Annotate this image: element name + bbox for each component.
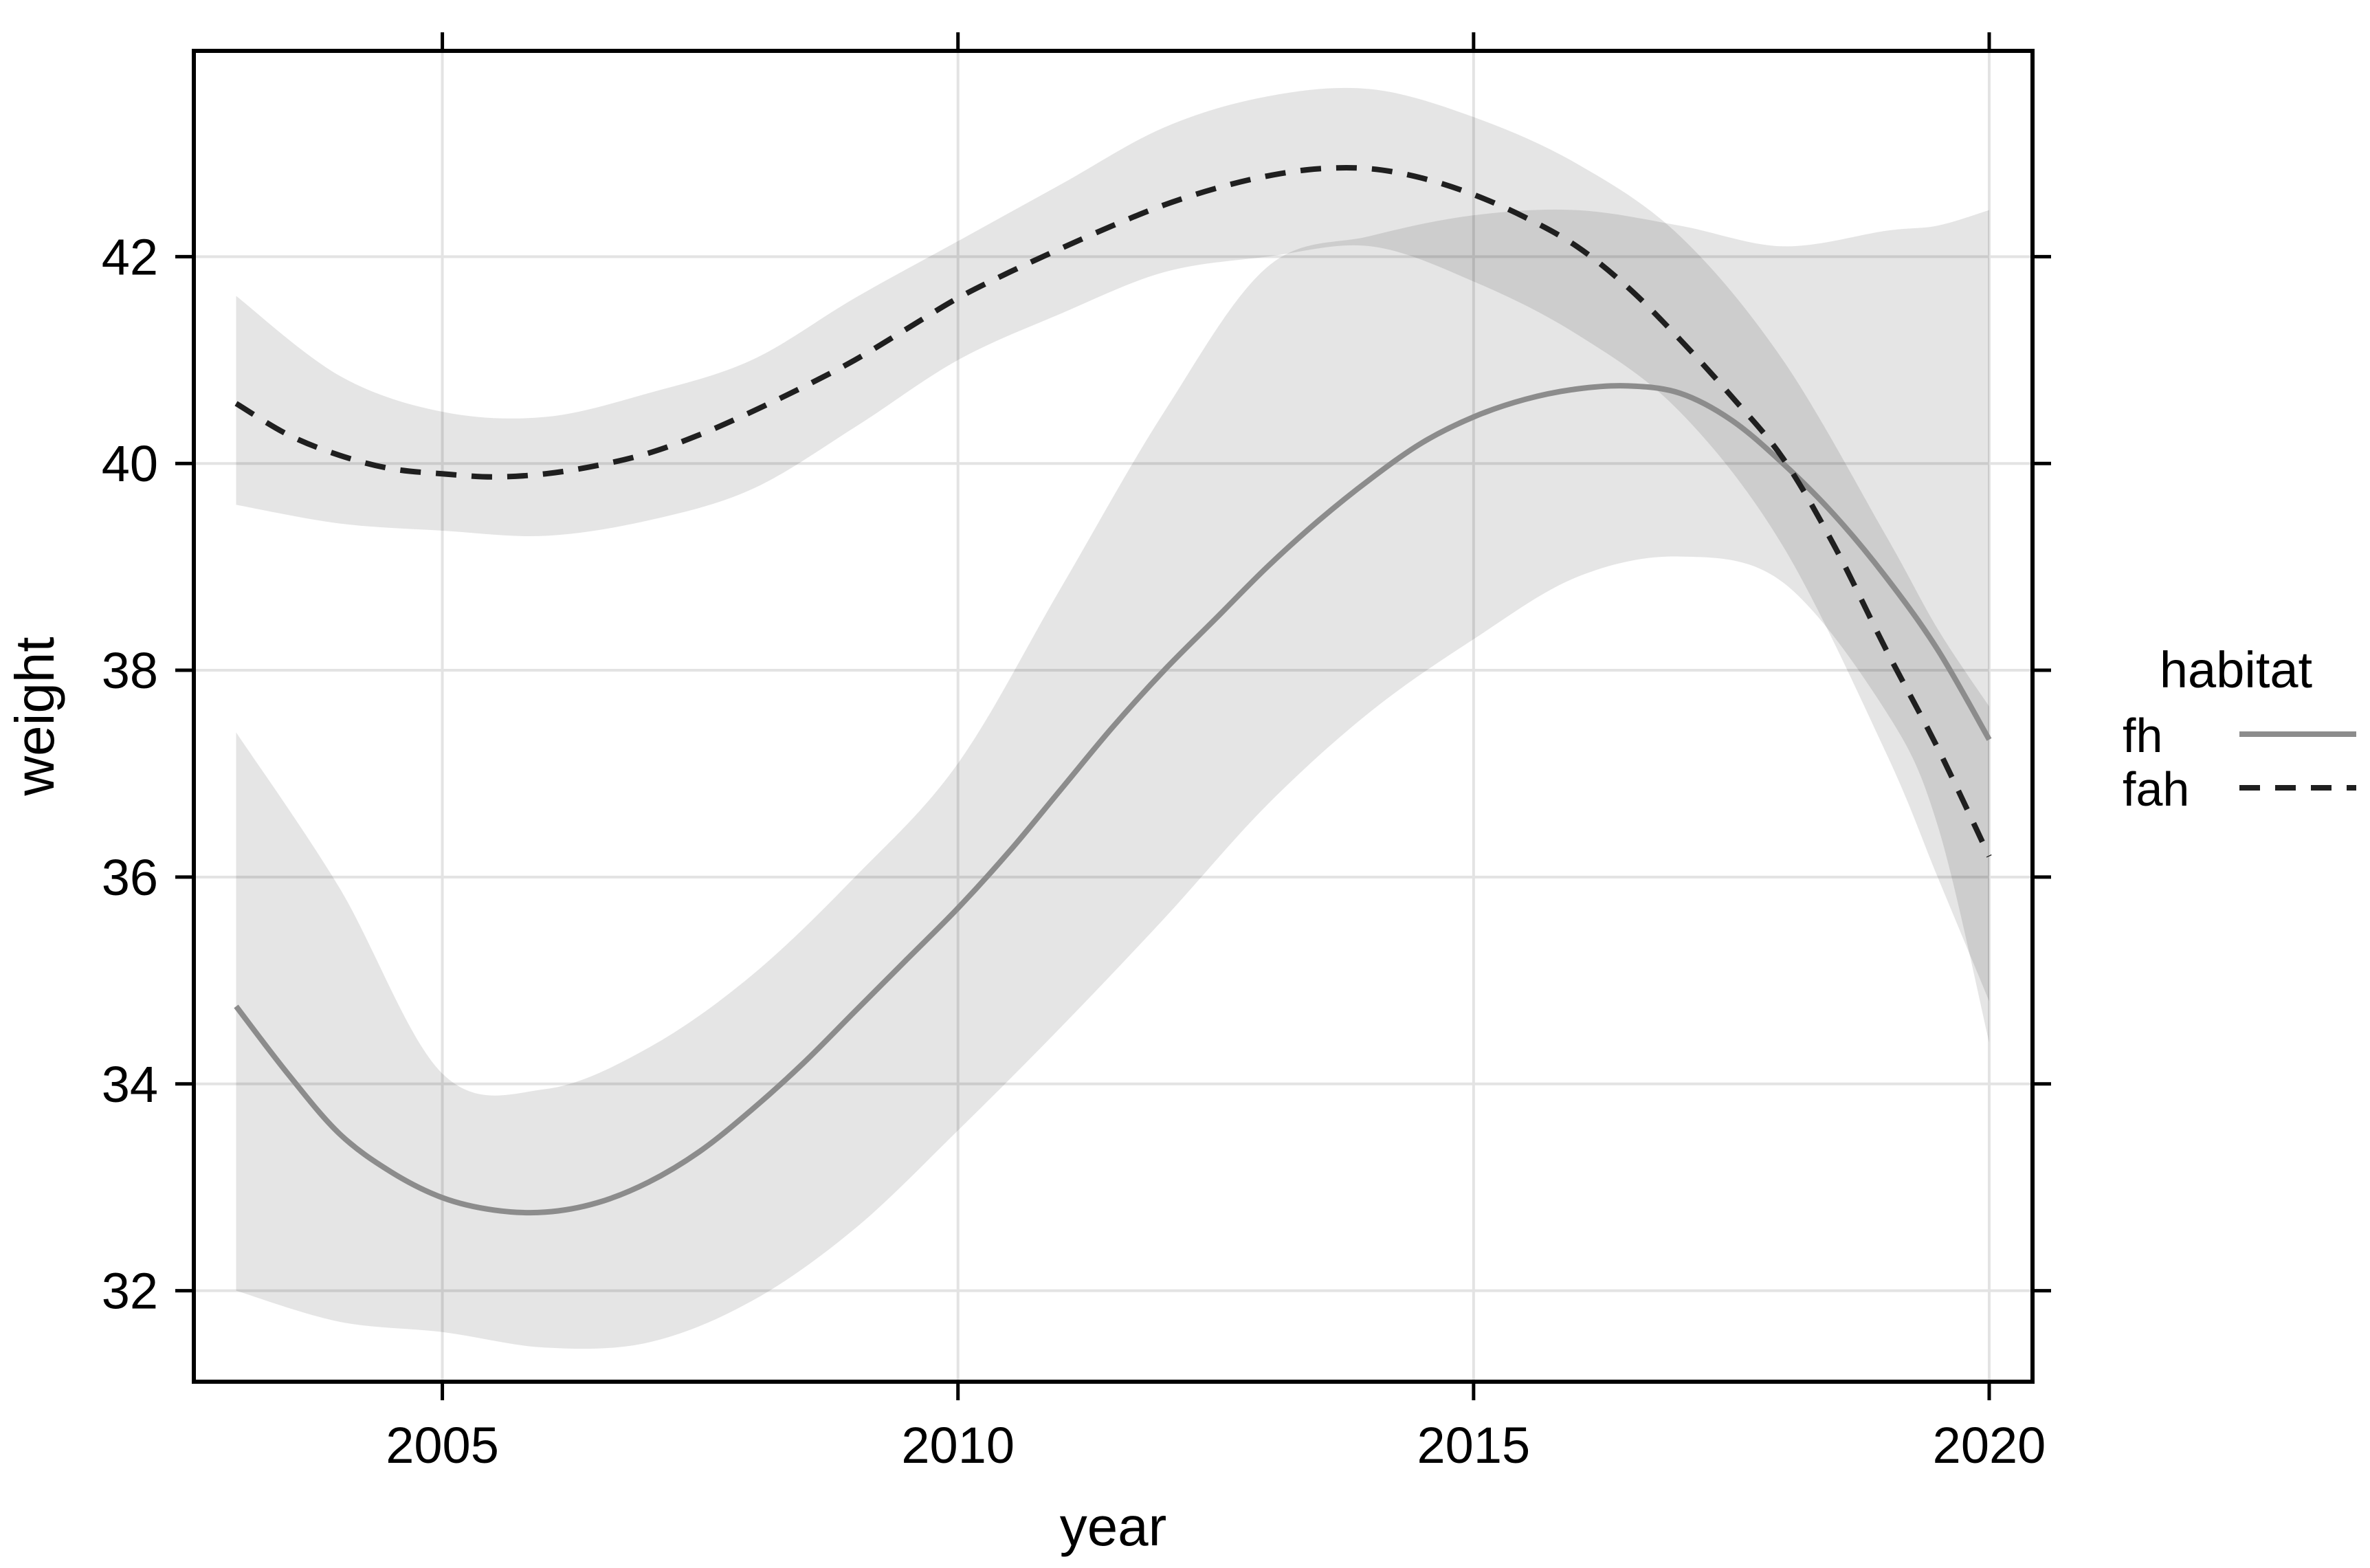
- confidence-ribbons: [236, 87, 1989, 1349]
- y-tick-label: 42: [102, 228, 158, 285]
- gridlines: [194, 51, 2033, 1382]
- trend-lines: [234, 164, 1992, 1216]
- y-tick-label: 32: [102, 1263, 158, 1320]
- y-axis-title: weight: [4, 637, 65, 796]
- x-tick-label: 2005: [386, 1417, 499, 1474]
- x-tick-label: 2010: [901, 1417, 1015, 1474]
- y-tick-label: 34: [102, 1056, 158, 1113]
- legend-item-fah-label: fah: [2123, 762, 2189, 816]
- y-tick-label: 40: [102, 435, 158, 492]
- y-tick-label: 38: [102, 642, 158, 699]
- x-tick-label: 2020: [1933, 1417, 2046, 1474]
- x-axis-title: year: [1060, 1496, 1167, 1557]
- y-axis-tick-labels: 32 34 36 38 40 42: [102, 228, 158, 1319]
- legend-item-fh-label: fh: [2123, 709, 2162, 762]
- panel-frame-and-ticks: [175, 32, 2051, 1400]
- legend: habitat fh fah: [2123, 641, 2356, 816]
- x-tick-label: 2015: [1417, 1417, 1531, 1474]
- x-axis-tick-labels: 2005 2010 2015 2020: [386, 1417, 2046, 1474]
- legend-title: habitat: [2160, 641, 2313, 698]
- y-tick-label: 36: [102, 849, 158, 906]
